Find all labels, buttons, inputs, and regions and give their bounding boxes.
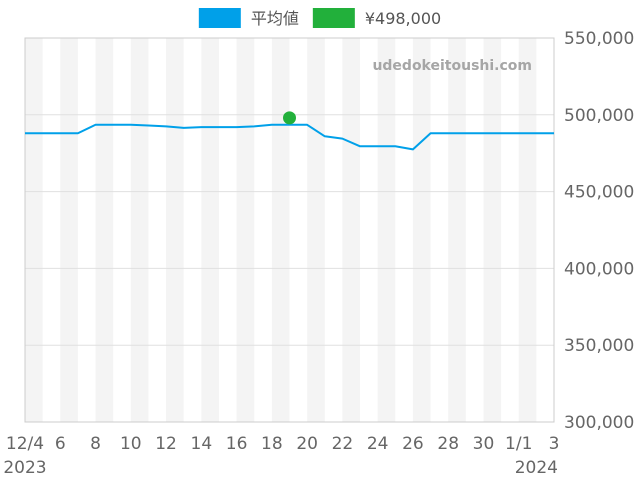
x-tick-label: 30 [473, 434, 495, 454]
day-band [483, 38, 502, 422]
x-tick-label: 3 [549, 434, 560, 454]
legend-label: ¥498,000 [365, 9, 441, 28]
y-tick-label: 450,000 [564, 183, 634, 203]
day-band [448, 38, 466, 422]
series-point-current-price [283, 111, 296, 125]
series-lines [25, 123, 554, 151]
day-band [377, 38, 396, 422]
x-tick-label: 16 [226, 434, 248, 454]
legend-swatch [312, 8, 355, 28]
y-tick-label: 550,000 [564, 29, 634, 49]
legend-item-1[interactable]: ¥498,000 [312, 8, 441, 28]
day-band [60, 38, 78, 422]
day-band [130, 38, 149, 422]
watermark: udedokeitoushi.com [372, 58, 532, 74]
day-band [307, 38, 325, 422]
legend-label: 平均値 [251, 9, 299, 28]
x-year-label-end: 2024 [515, 458, 558, 478]
day-bands [25, 38, 537, 422]
day-band [166, 38, 184, 422]
legend-item-0[interactable]: 平均値 [198, 8, 299, 28]
x-tick-label: 1/1 [505, 434, 532, 454]
series-line-average [25, 123, 554, 151]
x-tick-label: 20 [296, 434, 318, 454]
x-tick-label: 8 [90, 434, 101, 454]
x-tick-label: 24 [367, 434, 389, 454]
y-axis-ticks: 300,000 350,000 400,000 450,000 500,000 550,0… [564, 29, 634, 433]
x-tick-label: 10 [120, 434, 142, 454]
y-tick-label: 350,000 [564, 336, 634, 356]
day-band [236, 38, 255, 422]
series-points [283, 111, 296, 125]
x-tick-label: 12 [155, 434, 177, 454]
day-band [342, 38, 361, 422]
legend[interactable]: 平均値 ¥498,000 [198, 8, 441, 28]
plot-frame [24, 37, 555, 423]
x-tick-label: 12/4 [6, 434, 44, 454]
x-tick-label: 28 [437, 434, 459, 454]
day-band [271, 38, 290, 422]
x-year-label-start: 2023 [3, 458, 46, 478]
y-tick-label: 300,000 [564, 413, 634, 433]
x-tick-label: 26 [402, 434, 424, 454]
y-tick-label: 500,000 [564, 106, 634, 126]
x-tick-label: 6 [55, 434, 66, 454]
x-tick-label: 22 [332, 434, 354, 454]
day-band [25, 38, 43, 422]
day-band [201, 38, 219, 422]
day-band [412, 38, 431, 422]
legend-swatch [198, 8, 241, 28]
x-tick-label: 14 [191, 434, 213, 454]
y-tick-label: 400,000 [564, 259, 634, 279]
x-axis-ticks: 12/4 6 8 10 12 14 16 18 20 22 24 26 28 30 1/1 3 2023 2024 [3, 434, 559, 478]
x-tick-label: 18 [261, 434, 283, 454]
day-band [95, 38, 114, 422]
day-band [518, 38, 537, 422]
